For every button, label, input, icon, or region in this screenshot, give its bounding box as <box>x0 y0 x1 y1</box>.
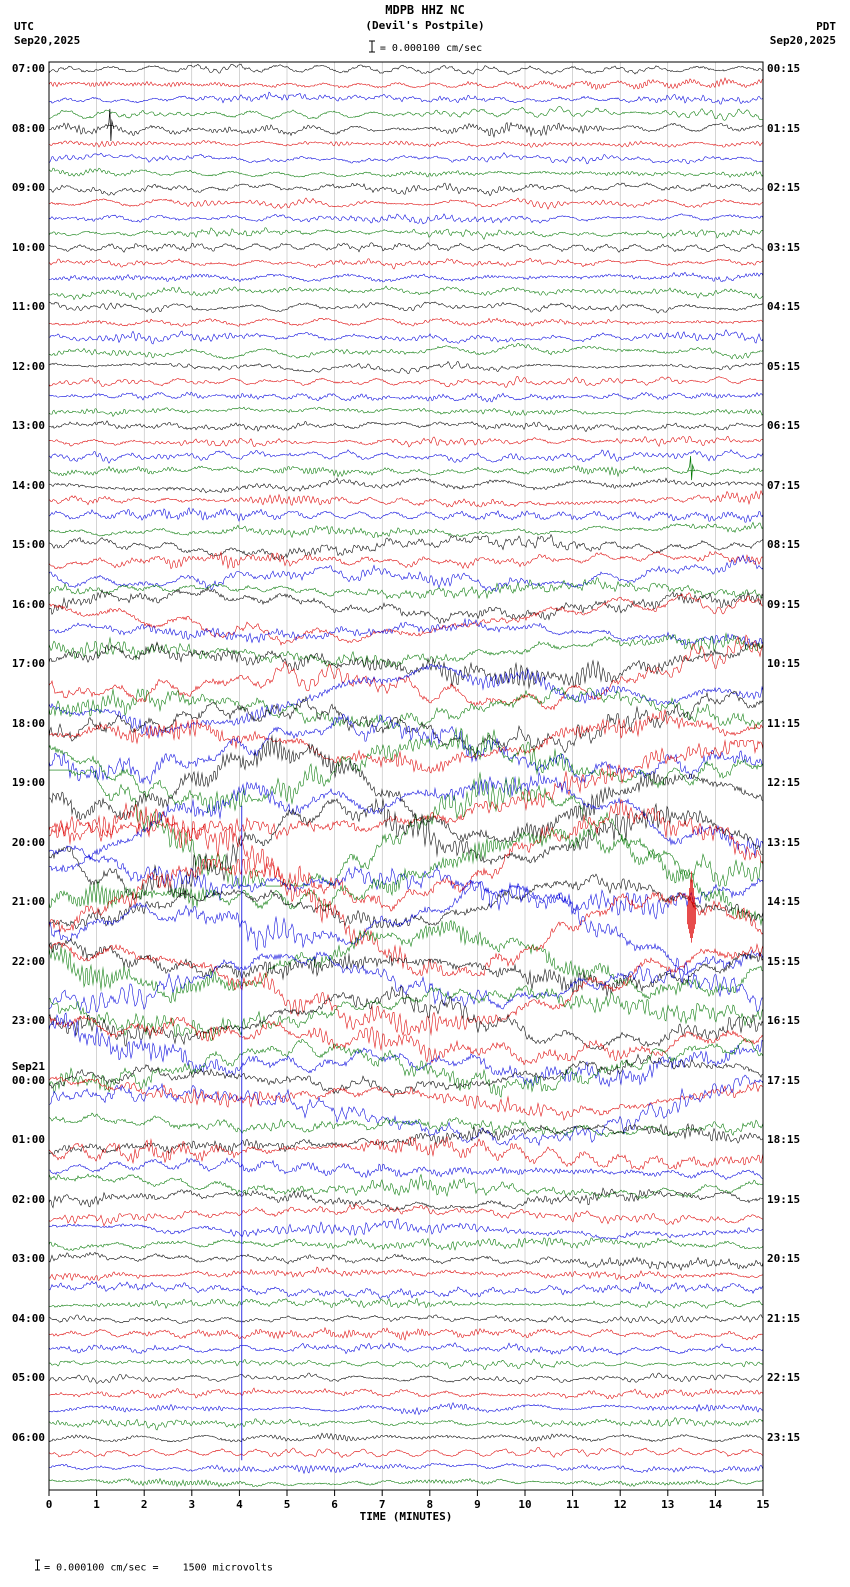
right-time-label: 19:15 <box>767 1192 801 1206</box>
pdt-label: PDT <box>816 20 836 33</box>
x-tick-label: 3 <box>188 1498 196 1511</box>
left-time-label: 23:00 <box>11 1014 45 1028</box>
date-change-label: Sep21 <box>11 1059 45 1073</box>
left-time-label: 09:00 <box>11 181 45 195</box>
right-time-label: 06:15 <box>767 419 801 433</box>
right-time-label: 04:15 <box>767 300 801 314</box>
left-time-label: 18:00 <box>11 716 45 730</box>
left-time-label: 17:00 <box>11 657 45 671</box>
x-tick-label: 9 <box>474 1498 481 1511</box>
right-time-label: 02:15 <box>767 181 801 195</box>
footnote: = 0.000100 cm/sec = 1500 microvolts <box>8 1548 273 1587</box>
left-time-label: 03:00 <box>11 1252 45 1266</box>
left-time-label: 08:00 <box>11 121 45 135</box>
right-time-label: 21:15 <box>767 1311 801 1325</box>
left-time-label: 11:00 <box>11 300 45 314</box>
header: MDPB HHZ NC (Devil's Postpile) <box>0 3 850 32</box>
station-title: MDPB HHZ NC <box>385 3 465 17</box>
right-time-label: 03:15 <box>767 240 801 254</box>
x-tick-label: 6 <box>331 1498 338 1511</box>
station-location: (Devil's Postpile) <box>365 19 485 32</box>
right-time-label: 15:15 <box>767 954 801 968</box>
scale-line: = 0.000100 cm/sec <box>0 40 850 56</box>
left-time-label: 05:00 <box>11 1371 45 1385</box>
right-time-label: 20:15 <box>767 1252 801 1266</box>
right-time-label: 07:15 <box>767 478 801 492</box>
left-time-label: 21:00 <box>11 895 45 909</box>
left-time-label: 04:00 <box>11 1311 45 1325</box>
right-time-label: 05:15 <box>767 359 801 373</box>
left-time-label: 19:00 <box>11 776 45 790</box>
left-time-label: 22:00 <box>11 954 45 968</box>
utc-label: UTC <box>14 20 34 33</box>
x-tick-label: 15 <box>756 1498 770 1511</box>
utc-date: Sep20,2025 <box>14 34 81 47</box>
right-time-label: 10:15 <box>767 657 801 671</box>
left-time-label: 12:00 <box>11 359 45 373</box>
pdt-date: Sep20,2025 <box>769 34 836 47</box>
left-time-label: 06:00 <box>11 1430 45 1444</box>
x-tick-label: 11 <box>565 1498 580 1511</box>
scale-label: = 0.000100 cm/sec <box>379 43 483 54</box>
x-tick-label: 8 <box>426 1498 434 1511</box>
utc-header: UTC Sep20,2025 <box>14 20 80 48</box>
right-time-label: 22:15 <box>767 1371 801 1385</box>
right-time-label: 23:15 <box>767 1430 801 1444</box>
x-tick-label: 7 <box>378 1498 386 1511</box>
left-time-label: 02:00 <box>11 1192 45 1206</box>
x-tick-label: 2 <box>140 1498 148 1511</box>
left-time-label: 10:00 <box>11 240 45 254</box>
x-tick-label: 4 <box>236 1498 243 1511</box>
right-time-label: 12:15 <box>767 776 801 790</box>
left-time-label: 01:00 <box>11 1133 45 1147</box>
footnote-scale-bar-icon <box>34 1559 41 1574</box>
left-time-label: 07:00 <box>11 62 45 76</box>
right-time-label: 17:15 <box>767 1073 801 1087</box>
right-time-label: 18:15 <box>767 1133 801 1147</box>
left-time-label: 14:00 <box>11 478 45 492</box>
right-time-label: 11:15 <box>767 716 801 730</box>
left-time-label: 16:00 <box>11 597 45 611</box>
left-time-label: 15:00 <box>11 538 45 552</box>
right-time-label: 13:15 <box>767 835 801 849</box>
right-time-label: 14:15 <box>767 895 801 909</box>
scale-bar-icon <box>368 40 376 56</box>
x-tick-label: 5 <box>283 1498 291 1511</box>
left-time-label: 13:00 <box>11 419 45 433</box>
x-tick-label: 13 <box>661 1498 675 1511</box>
x-tick-label: 12 <box>613 1498 627 1511</box>
right-time-label: 00:15 <box>767 62 801 76</box>
left-time-label: 00:00 <box>11 1073 45 1087</box>
right-time-label: 08:15 <box>767 538 801 552</box>
x-tick-label: 1 <box>93 1498 100 1511</box>
right-time-label: 16:15 <box>767 1014 801 1028</box>
right-time-label: 09:15 <box>767 597 801 611</box>
x-tick-label: 0 <box>45 1498 53 1511</box>
x-axis-title: TIME (MINUTES) <box>359 1510 453 1523</box>
x-tick-label: 14 <box>708 1498 723 1511</box>
right-time-label: 01:15 <box>767 121 801 135</box>
pdt-header: PDT Sep20,2025 <box>770 20 836 48</box>
left-time-label: 20:00 <box>11 835 45 849</box>
footnote-text: = 0.000100 cm/sec = 1500 microvolts <box>44 1562 273 1574</box>
x-tick-label: 10 <box>518 1498 532 1511</box>
